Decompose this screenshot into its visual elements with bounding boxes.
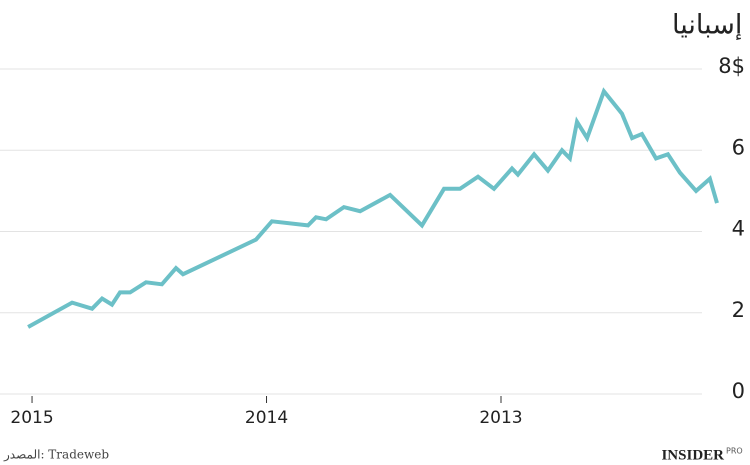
y-tick-label: 8$ xyxy=(718,54,745,78)
x-tick-label: 2014 xyxy=(245,408,288,428)
x-tick-label: 2015 xyxy=(10,408,53,428)
y-tick-label: 6 xyxy=(732,135,745,159)
y-tick-label: 0 xyxy=(732,379,745,403)
y-tick-label: 2 xyxy=(732,298,745,322)
data-line xyxy=(27,87,719,329)
brand: INSIDER xyxy=(661,447,724,463)
x-tick-label: 2013 xyxy=(479,408,522,428)
brand-sub: PRO xyxy=(726,447,743,456)
chart-title: العائد على السندات خلال ال10 سنوات في إس… xyxy=(672,10,750,41)
source: المصدر: Tradeweb xyxy=(3,448,109,462)
y-tick-label: 4 xyxy=(732,217,745,241)
